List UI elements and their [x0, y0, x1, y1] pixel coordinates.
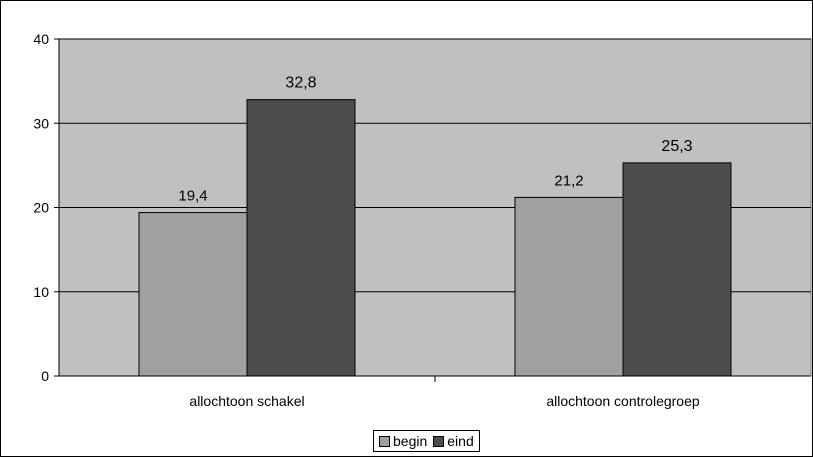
y-tick-label-30: 30: [33, 115, 49, 131]
bar-eind-0: [246, 99, 356, 377]
bar-begin-1: [514, 196, 624, 377]
legend: begin eind: [373, 430, 480, 452]
bar-begin-0: [138, 212, 248, 377]
legend-item-begin: begin: [379, 433, 427, 449]
legend-item-eind: eind: [433, 433, 474, 449]
data-label-eind-1: 25,3: [661, 138, 692, 155]
y-tick-label-40: 40: [33, 31, 49, 47]
legend-swatch-eind: [433, 435, 445, 447]
data-label-begin-0: 19,4: [178, 188, 207, 205]
category-label-0: allochtoon schakel: [189, 393, 304, 409]
bar-eind-1: [622, 162, 732, 377]
y-tick-label-10: 10: [33, 284, 49, 300]
y-tick-label-0: 0: [41, 368, 49, 384]
legend-label-eind: eind: [447, 433, 474, 449]
category-label-1: allochtoon controlegroep: [546, 393, 700, 409]
y-tick-label-20: 20: [33, 200, 49, 216]
legend-swatch-begin: [379, 435, 390, 447]
data-label-begin-1: 21,2: [554, 172, 583, 189]
legend-label-begin: begin: [393, 433, 428, 449]
data-label-eind-0: 32,8: [285, 75, 316, 92]
